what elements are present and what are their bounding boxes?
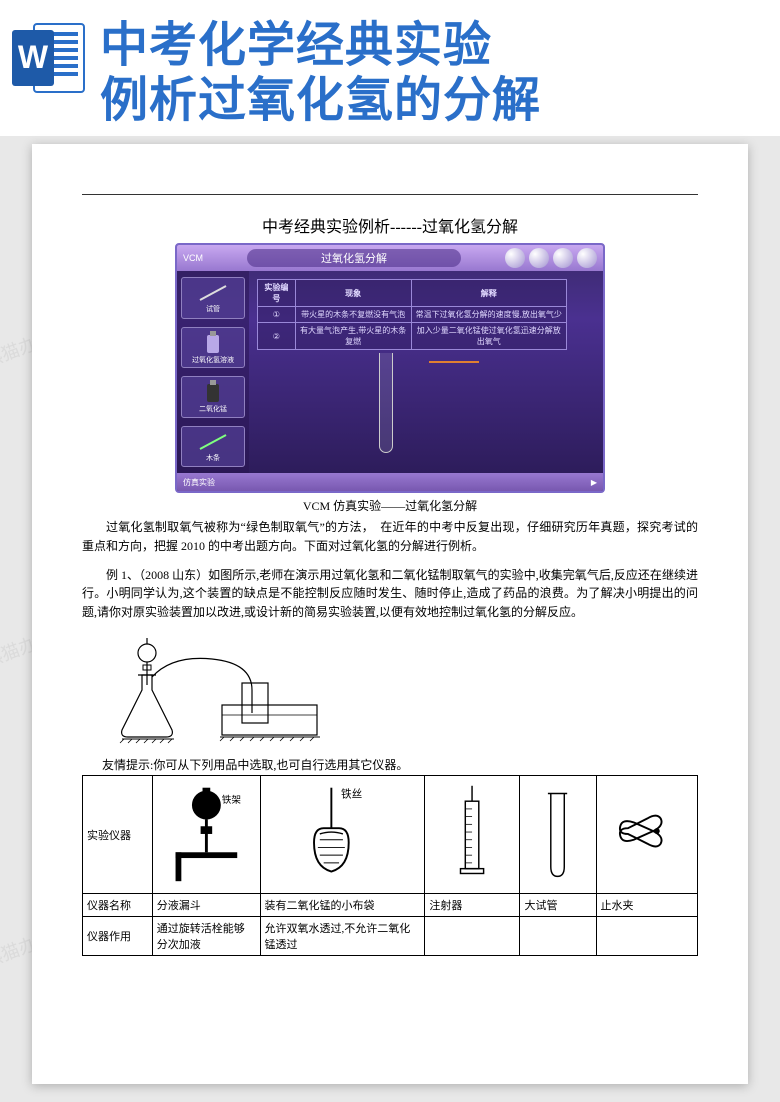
sim-data-table: 实验编号 现象 解释 ① 带火星的木条不复燃没有气泡 常温下过氧化氢分解的速度慢… [257, 279, 567, 350]
simulator-screenshot: VCM 过氧化氢分解 试管 过氧化氢溶液 二氧化锰 [175, 243, 605, 493]
word-file-icon: W [10, 18, 90, 98]
equip-name: 分液漏斗 [152, 894, 260, 917]
sim-th: 现象 [295, 280, 411, 307]
sim-td: 加入少量二氧化锰使过氧化氢迅速分解放出氧气 [411, 323, 566, 350]
equip-name: 大试管 [520, 894, 596, 917]
equip-name: 止水夹 [596, 894, 697, 917]
sim-nav-button[interactable] [505, 248, 525, 268]
equip-name: 注射器 [425, 894, 520, 917]
row-label: 仪器名称 [83, 894, 153, 917]
svg-text:铁架: 铁架 [222, 794, 242, 806]
svg-text:铁丝: 铁丝 [341, 788, 363, 801]
title-line-2: 例析过氧化氢的分解 [100, 73, 770, 128]
equip-image-syringe [425, 776, 520, 894]
tool-label: 木条 [206, 453, 220, 463]
sim-logo: VCM [183, 253, 203, 263]
equip-use [520, 917, 596, 956]
figure-caption: VCM 仿真实验——过氧化氢分解 [82, 497, 698, 514]
paragraph-intro: 过氧化氢制取氧气被称为“绿色制取氧气”的方法， 在近年的中考中反复出现，仔细研究… [82, 518, 698, 555]
sim-footer-label: 仿真实验 [183, 477, 215, 488]
equip-image-funnel: 铁架 [152, 776, 260, 894]
sim-main-area: 实验编号 现象 解释 ① 带火星的木条不复燃没有气泡 常温下过氧化氢分解的速度慢… [249, 271, 603, 473]
test-tube-graphic [379, 353, 393, 453]
equip-name: 装有二氧化锰的小布袋 [260, 894, 425, 917]
equip-use: 允许双氧水透过,不允许二氧化锰透过 [260, 917, 425, 956]
sim-td: 常温下过氧化氢分解的速度慢,放出氧气少 [411, 307, 566, 323]
equip-image-testtube [520, 776, 596, 894]
equip-use: 通过旋转活栓能够分次加液 [152, 917, 260, 956]
sim-th: 实验编号 [258, 280, 296, 307]
title-line-1: 中考化学经典实验 [100, 18, 770, 73]
header: W 中考化学经典实验 例析过氧化氢的分解 [0, 0, 780, 136]
sim-sidebar: 试管 过氧化氢溶液 二氧化锰 木条 [177, 271, 249, 473]
sim-td: 有大量气泡产生,带火星的木条复燃 [295, 323, 411, 350]
sim-td: ① [258, 307, 296, 323]
tool-h2o2[interactable]: 过氧化氢溶液 [181, 327, 245, 369]
tool-label: 二氧化锰 [199, 404, 227, 414]
sim-play-icon[interactable]: ▶ [591, 478, 597, 487]
equip-use [596, 917, 697, 956]
tool-mno2[interactable]: 二氧化锰 [181, 376, 245, 418]
svg-text:W: W [18, 39, 49, 75]
tool-label: 过氧化氢溶液 [192, 355, 234, 365]
hint-text: 友情提示:你可从下列用品中选取,也可自行选用其它仪器。 [102, 756, 698, 773]
equipment-table: 实验仪器 铁架 铁丝 [82, 775, 698, 956]
tool-label: 试管 [206, 304, 220, 314]
tool-test-tube[interactable]: 试管 [181, 277, 245, 319]
paragraph-example1: 例 1、（2008 山东）如图所示,老师在演示用过氧化氢和二氧化锰制取氧气的实验… [82, 566, 698, 622]
document-page: 中考经典实验例析------过氧化氢分解 VCM 过氧化氢分解 试管 过氧化氢溶… [32, 144, 748, 1084]
sim-footer: 仿真实验 ▶ [177, 473, 603, 491]
sim-th: 解释 [411, 280, 566, 307]
splint-graphic [429, 361, 479, 363]
sim-nav-button[interactable] [553, 248, 573, 268]
sim-nav-button[interactable] [529, 248, 549, 268]
sim-topbar: VCM 过氧化氢分解 [177, 245, 603, 271]
equip-image-clamp [596, 776, 697, 894]
horizontal-rule [82, 194, 698, 195]
equip-image-bag: 铁丝 [260, 776, 425, 894]
sim-td: ② [258, 323, 296, 350]
tool-splint[interactable]: 木条 [181, 426, 245, 468]
sim-title: 过氧化氢分解 [247, 249, 461, 267]
row-label: 实验仪器 [83, 776, 153, 894]
sim-nav-button[interactable] [577, 248, 597, 268]
row-label: 仪器作用 [83, 917, 153, 956]
equip-use [425, 917, 520, 956]
apparatus-diagram [102, 635, 362, 745]
doc-title: 中考经典实验例析------过氧化氢分解 [82, 213, 698, 237]
page-title: 中考化学经典实验 例析过氧化氢的分解 [100, 18, 770, 128]
sim-td: 带火星的木条不复燃没有气泡 [295, 307, 411, 323]
